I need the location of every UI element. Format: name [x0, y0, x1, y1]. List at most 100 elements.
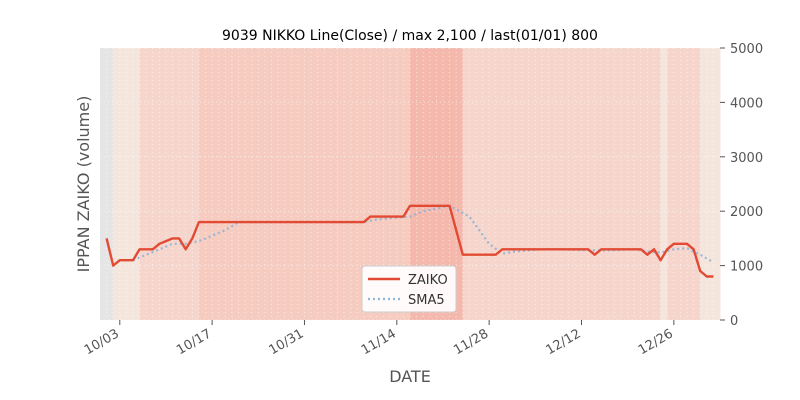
y-tick-label: 4000 [730, 96, 763, 111]
value-band [304, 48, 312, 320]
series-line-zaiko [105, 204, 714, 278]
value-band [700, 48, 708, 320]
value-band [423, 48, 431, 320]
value-band [502, 48, 510, 320]
value-band [317, 48, 325, 320]
y-axis: 0 1000 2000 3000 4000 5000 [720, 42, 763, 329]
plot-area [100, 47, 721, 321]
value-band [673, 48, 681, 320]
value-band [410, 48, 418, 320]
value-band [245, 48, 253, 320]
value-band [119, 48, 127, 320]
value-band [555, 48, 563, 320]
value-band [594, 48, 602, 320]
value-band [383, 48, 391, 320]
chart-title: 9039 NIKKO Line(Close) / max 2,100 / las… [222, 28, 598, 44]
value-band [264, 48, 272, 320]
value-band [515, 48, 523, 320]
value-band [324, 48, 332, 320]
legend-label-zaiko: ZAIKO [408, 273, 448, 288]
value-band [350, 48, 358, 320]
value-band [508, 48, 517, 320]
background-bands [113, 48, 721, 320]
value-band [469, 48, 477, 320]
value-band [179, 48, 187, 320]
value-band [654, 48, 662, 320]
y-tick-label: 1000 [730, 260, 763, 275]
y-tick-label: 3000 [730, 151, 763, 166]
value-band [574, 48, 582, 320]
value-band [601, 48, 609, 320]
value-band [172, 48, 180, 320]
value-band [482, 48, 490, 320]
value-band [225, 48, 233, 320]
value-band [344, 48, 352, 320]
value-band [132, 48, 141, 320]
value-band [475, 48, 484, 320]
value-band [588, 48, 596, 320]
x-axis-label: DATE [389, 367, 431, 386]
value-band [660, 48, 668, 320]
value-band [495, 48, 503, 320]
value-band [278, 48, 286, 320]
value-band [429, 48, 437, 320]
value-band [185, 48, 193, 320]
value-band [456, 48, 464, 320]
value-band [667, 48, 675, 320]
value-band [258, 48, 266, 320]
value-band [449, 48, 457, 320]
value-band [713, 48, 721, 320]
value-band [462, 48, 470, 320]
value-band [568, 48, 576, 320]
value-band [403, 48, 411, 320]
value-band [231, 48, 240, 320]
value-band [436, 48, 444, 320]
value-band [522, 48, 530, 320]
value-band [706, 48, 714, 320]
value-band [297, 48, 305, 320]
value-band [146, 48, 154, 320]
value-band [218, 48, 226, 320]
value-band [357, 48, 365, 320]
value-band [693, 48, 701, 320]
value-band [647, 48, 655, 320]
legend-box [361, 265, 457, 313]
value-band [165, 48, 174, 320]
value-band [139, 48, 147, 320]
value-band [489, 48, 497, 320]
value-band [687, 48, 695, 320]
value-band [581, 48, 589, 320]
value-band [370, 48, 378, 320]
value-band [390, 48, 398, 320]
value-band [640, 48, 648, 320]
series-line-sma5 [132, 204, 714, 264]
y-tick-label: 2000 [730, 205, 763, 220]
value-band [548, 48, 556, 320]
series-layer [105, 204, 714, 278]
value-band [416, 48, 424, 320]
value-band [363, 48, 371, 320]
value-band [621, 48, 629, 320]
value-band [159, 48, 167, 320]
value-band [634, 48, 642, 320]
value-band [561, 48, 569, 320]
value-band [271, 48, 279, 320]
grid-lines [100, 47, 720, 321]
value-band [442, 48, 451, 320]
value-band [330, 48, 338, 320]
value-band [396, 48, 404, 320]
value-band [152, 48, 160, 320]
y-axis-label: IPPAN ZAIKO (volume) [74, 96, 93, 273]
value-band [337, 48, 345, 320]
value-band [251, 48, 259, 320]
value-band [528, 48, 536, 320]
value-band [680, 48, 688, 320]
value-band [126, 48, 134, 320]
value-band [198, 48, 207, 320]
value-band [238, 48, 246, 320]
y-tick-label: 5000 [730, 42, 763, 57]
value-band [607, 48, 615, 320]
value-band [311, 48, 319, 320]
value-band [627, 48, 635, 320]
